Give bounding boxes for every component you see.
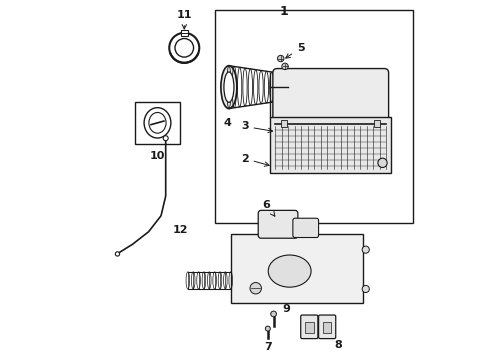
Bar — [231, 234, 363, 303]
Text: 8: 8 — [334, 340, 342, 350]
Bar — [181, 30, 188, 36]
Text: 5: 5 — [286, 43, 304, 58]
Circle shape — [277, 55, 284, 62]
Circle shape — [163, 136, 168, 141]
Circle shape — [266, 326, 270, 331]
Bar — [135, 102, 180, 144]
Text: 1: 1 — [280, 5, 289, 18]
FancyBboxPatch shape — [258, 210, 298, 238]
Circle shape — [250, 283, 262, 294]
Text: 9: 9 — [283, 304, 291, 314]
Circle shape — [270, 311, 276, 317]
Text: 2: 2 — [241, 154, 269, 166]
Text: 3: 3 — [241, 121, 272, 132]
Circle shape — [362, 246, 369, 253]
Ellipse shape — [221, 66, 237, 109]
Ellipse shape — [149, 112, 166, 133]
Text: 11: 11 — [176, 10, 192, 29]
Text: 7: 7 — [264, 342, 272, 352]
FancyBboxPatch shape — [273, 68, 389, 127]
Text: 12: 12 — [172, 225, 188, 235]
Circle shape — [362, 285, 369, 293]
Circle shape — [282, 63, 288, 69]
Circle shape — [378, 158, 387, 167]
Circle shape — [115, 252, 120, 256]
Ellipse shape — [144, 108, 171, 138]
Circle shape — [169, 33, 199, 63]
Bar — [374, 120, 380, 127]
Ellipse shape — [224, 72, 234, 102]
Text: 4: 4 — [223, 118, 231, 128]
Bar — [305, 322, 314, 333]
Bar — [215, 10, 413, 223]
Ellipse shape — [268, 255, 311, 287]
Text: 10: 10 — [150, 152, 165, 161]
FancyBboxPatch shape — [301, 315, 318, 339]
FancyBboxPatch shape — [318, 315, 336, 339]
FancyBboxPatch shape — [293, 218, 318, 238]
Bar — [270, 117, 392, 173]
Bar — [281, 120, 287, 127]
Text: 6: 6 — [263, 200, 275, 216]
Bar — [323, 322, 331, 333]
Circle shape — [175, 39, 194, 57]
